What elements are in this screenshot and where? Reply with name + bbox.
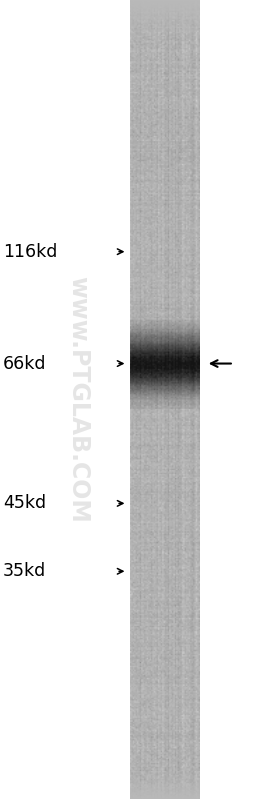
Text: 66kd: 66kd [3,355,46,372]
Text: 45kd: 45kd [3,495,46,512]
Text: 35kd: 35kd [3,562,46,580]
Text: www.PTGLAB.COM: www.PTGLAB.COM [66,276,90,523]
Text: 116kd: 116kd [3,243,57,260]
